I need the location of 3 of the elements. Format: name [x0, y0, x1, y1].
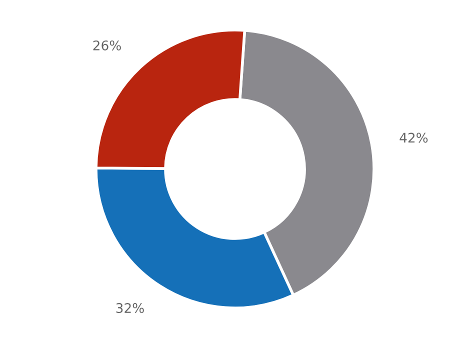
data-label: 42%: [400, 132, 428, 143]
data-label: 32%: [116, 303, 144, 314]
data-label: 26%: [93, 40, 121, 50]
